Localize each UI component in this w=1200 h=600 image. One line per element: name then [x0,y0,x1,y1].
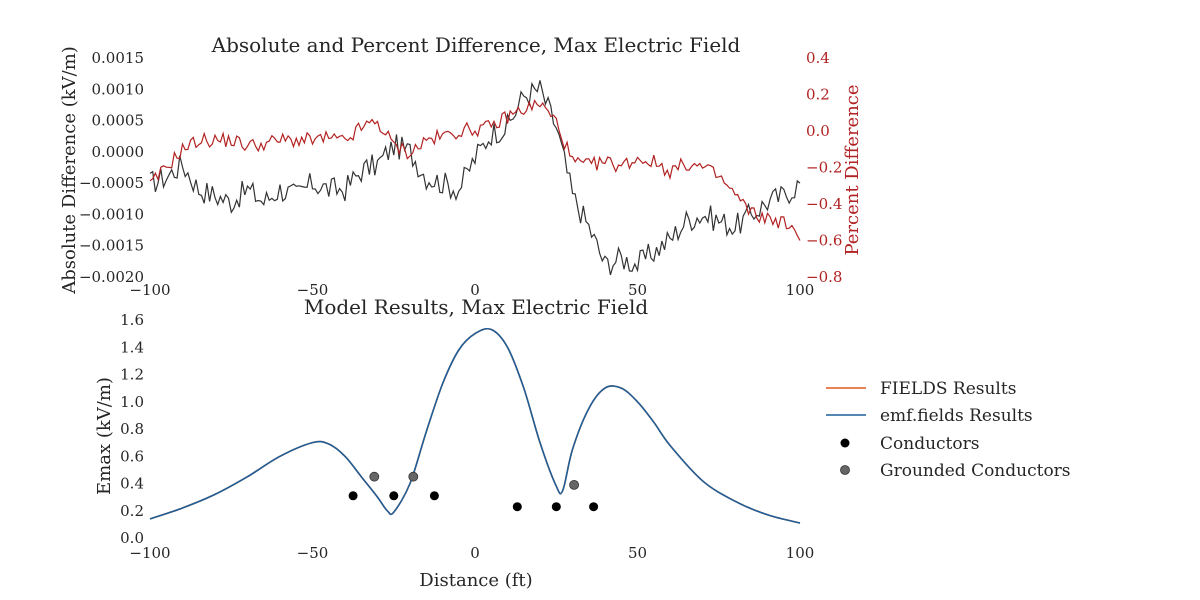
top-x-tick-label: 100 [786,281,815,299]
bottom-chart-y-ticks: 0.0 0.2 0.4 0.6 0.8 1.0 1.2 1.4 1.6 [120,311,144,547]
conductor-point [348,491,358,501]
top-chart-y-ticks: −0.0020 −0.0015 −0.0010 −0.0005 0.0000 0.0005… [79,49,144,286]
grounded-conductor-point [369,471,380,482]
bottom-y-tick-label: 0.6 [120,447,144,465]
conductor-point [551,502,561,512]
legend-label-fields: FIELDS Results [880,379,1016,399]
top-chart-x-ticks: −100 −50 0 50 100 [129,281,814,299]
top-x-tick-label: 0 [470,281,480,299]
top-y2-tick-label: −0.2 [806,159,842,177]
top-y-tick-label: −0.0010 [79,205,144,223]
top-chart-y2-axis-label: Percent Difference [842,84,863,255]
bottom-y-tick-label: 1.6 [120,311,144,329]
legend: FIELDS Results emf.fields Results Conduc… [826,379,1071,481]
top-y-tick-label: 0.0010 [92,80,145,98]
emf-fields-results-line [149,327,801,524]
conductor-point [389,491,399,501]
top-y-tick-label: −0.0005 [79,174,144,192]
bottom-chart: Model Results, Max Electric Field −100 −5… [94,295,814,591]
bottom-y-tick-label: 0.2 [120,502,144,520]
bottom-chart-title: Model Results, Max Electric Field [304,295,648,319]
top-y-tick-label: −0.0020 [79,268,144,286]
top-y2-tick-label: −0.8 [806,268,842,286]
bottom-chart-y-axis-label: Emax (kV/m) [94,377,115,495]
fields-results-line [149,327,801,524]
legend-label-conductors: Conductors [880,434,979,454]
bottom-x-tick-label: 50 [628,544,647,562]
bottom-x-tick-label: −50 [297,544,329,562]
grounded-conductor-points [369,471,579,490]
legend-label-grounded-conductors: Grounded Conductors [880,461,1071,481]
grounded-conductor-point [408,471,419,482]
conductor-point [429,491,439,501]
percent-difference-line [149,99,801,241]
bottom-chart-x-axis-label: Distance (ft) [419,570,532,591]
top-y-tick-label: −0.0015 [79,237,144,255]
bottom-y-tick-label: 0.0 [120,529,144,547]
bottom-chart-x-ticks: −100 −50 0 50 100 [129,544,814,562]
bottom-y-tick-label: 1.0 [120,393,144,411]
bottom-y-tick-label: 0.4 [120,475,144,493]
legend-marker-conductors [840,438,850,448]
bottom-y-tick-label: 1.4 [120,338,144,356]
bottom-x-tick-label: 100 [786,544,815,562]
top-chart-y2-ticks: −0.8 −0.6 −0.4 −0.2 0.0 0.2 0.4 [806,49,842,286]
conductor-point [589,502,599,512]
top-y2-tick-label: 0.0 [806,122,830,140]
top-y2-tick-label: −0.6 [806,232,842,250]
top-chart-title: Absolute and Percent Difference, Max Ele… [211,33,741,57]
bottom-x-tick-label: −100 [129,544,170,562]
top-y2-tick-label: −0.4 [806,195,842,213]
bottom-y-tick-label: 0.8 [120,420,144,438]
legend-marker-grounded-conductors [840,465,850,475]
top-x-tick-label: −100 [129,281,170,299]
top-y-tick-label: 0.0015 [92,49,145,67]
conductor-points [348,491,599,512]
top-y2-tick-label: 0.2 [806,86,830,104]
bottom-x-tick-label: 0 [470,544,480,562]
conductor-point [512,502,522,512]
top-x-tick-label: −50 [297,281,329,299]
absolute-difference-line [149,80,801,276]
top-x-tick-label: 50 [628,281,647,299]
top-y-tick-label: 0.0000 [92,143,145,161]
top-y2-tick-label: 0.4 [806,49,830,67]
top-y-tick-label: 0.0005 [92,112,145,130]
top-chart-y-axis-label: Absolute Difference (kV/m) [59,46,80,295]
legend-label-emf: emf.fields Results [880,406,1033,426]
top-chart: Absolute and Percent Difference, Max Ele… [59,33,863,299]
bottom-y-tick-label: 1.2 [120,366,144,384]
grounded-conductor-point [569,479,579,490]
